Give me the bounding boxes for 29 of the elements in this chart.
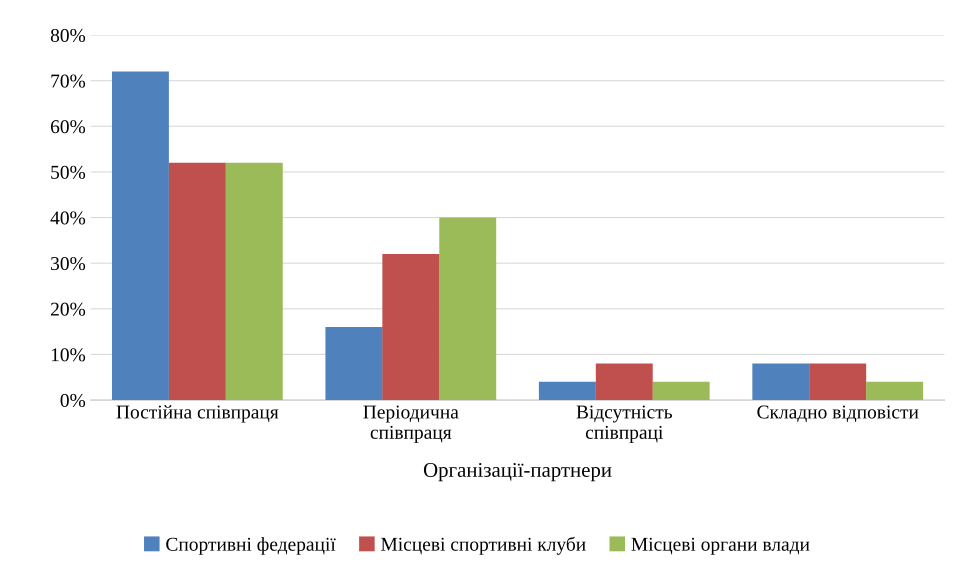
x-axis-title: Організації-партнери (424, 462, 612, 482)
bar (752, 364, 810, 400)
y-tick-label: 40% (50, 211, 86, 225)
bar (866, 382, 924, 400)
x-tick-label: Постійна співпраця (116, 405, 278, 423)
bar (652, 382, 710, 400)
legend-label: Спортивні федерації (166, 537, 336, 555)
x-tick-label: Відсутність співпраці (576, 405, 672, 443)
bar (168, 162, 226, 400)
y-tick-label: 70% (51, 74, 86, 88)
legend-label: Місцеві органи влади (631, 538, 810, 555)
y-tick-label: 60% (50, 120, 86, 134)
bar (439, 218, 496, 400)
bar (809, 364, 866, 400)
bar (112, 72, 169, 400)
x-tick-label: Складно відповісти (757, 406, 918, 422)
bar (382, 254, 440, 400)
bar (325, 327, 382, 400)
y-tick-label: 80% (50, 28, 86, 42)
bar (596, 364, 653, 400)
y-tick-label: 0% (60, 394, 86, 408)
bar (538, 382, 596, 400)
bar (226, 162, 283, 400)
x-tick-label: Періодична співпраця (363, 406, 459, 443)
y-tick-label: 20% (50, 302, 86, 316)
y-tick-label: 10% (52, 348, 86, 362)
y-tick-label: 30% (51, 256, 86, 270)
legend-label: Місцеві спортивні клуби (381, 536, 586, 555)
y-tick-label: 50% (51, 166, 86, 179)
